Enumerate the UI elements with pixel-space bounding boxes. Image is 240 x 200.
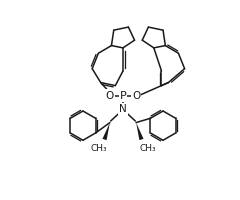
Text: CH₃: CH₃ [90, 144, 107, 153]
Text: N: N [119, 104, 127, 114]
Polygon shape [102, 123, 110, 140]
Polygon shape [136, 123, 144, 140]
Text: O: O [106, 91, 114, 101]
Text: CH₃: CH₃ [139, 144, 156, 153]
Text: P: P [120, 91, 126, 101]
Text: O: O [132, 91, 140, 101]
